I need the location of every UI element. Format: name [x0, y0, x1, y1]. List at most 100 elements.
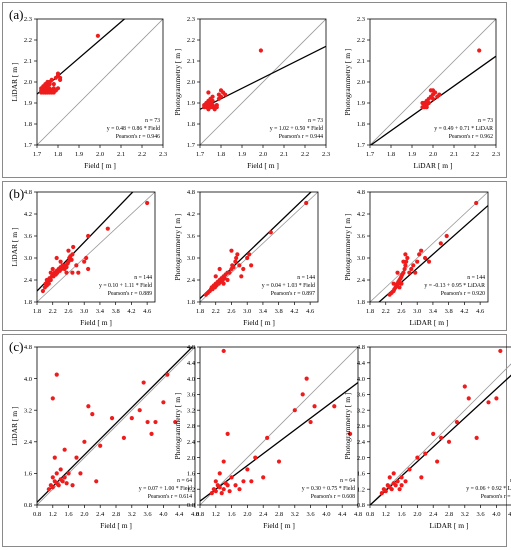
x-tick-label: 1.8 [33, 308, 41, 315]
data-point [145, 200, 150, 206]
x-tick-label: 2.4 [96, 511, 105, 518]
data-point [241, 266, 246, 272]
data-point [221, 281, 226, 286]
stats-annotation: Pearson's r = 0.608 [311, 494, 355, 500]
data-point [399, 475, 404, 480]
x-tick-label: 1.6 [398, 511, 407, 518]
y-tick-label: 2.2 [357, 37, 365, 44]
data-point [239, 274, 244, 279]
x-tick-label: 3.2 [128, 511, 136, 518]
stats-annotation: y = 0.48 + 0.86 * Field [107, 126, 160, 132]
data-point [393, 483, 398, 488]
data-point [206, 90, 211, 95]
x-tick-label: 2.0 [80, 511, 88, 518]
y-axis-label: LiDAR [ m ] [10, 407, 19, 446]
plot-frame [199, 191, 319, 303]
data-point [395, 479, 400, 484]
data-point [213, 479, 218, 484]
x-tick-label: 1.6 [228, 511, 237, 518]
stats-annotation: y = 0.04 + 1.03 * Field [262, 283, 315, 289]
x-tick-label: 1.8 [54, 151, 62, 158]
x-tick-label: 4.2 [460, 308, 468, 315]
regression-line [37, 19, 126, 95]
stats-annotation: y = 0.30 + 0.75 * Field [302, 486, 355, 492]
x-tick-label: 1.9 [408, 151, 416, 158]
data-point [50, 266, 55, 272]
data-point [494, 396, 499, 401]
data-point [312, 404, 317, 409]
stats-annotation: n = 73 [145, 118, 160, 124]
panel-row-c: (c) [2, 334, 507, 547]
y-tick-label: 2.4 [24, 439, 33, 446]
x-tick-label: 3.6 [144, 511, 153, 518]
data-point [216, 96, 221, 101]
y-axis-label: Photogrammetry [ m ] [343, 393, 352, 460]
x-tick-label: 2.1 [450, 151, 458, 158]
one-to-one-line [370, 363, 511, 505]
data-point [70, 252, 75, 257]
y-tick-label: 2.0 [357, 79, 365, 86]
y-tick-label: 3.6 [357, 392, 366, 399]
y-tick-label: 3.6 [187, 233, 196, 240]
data-point [498, 348, 503, 354]
x-tick-label: 2.1 [117, 151, 125, 158]
data-point [233, 483, 238, 488]
y-tick-label: 1.9 [187, 100, 195, 107]
stats-annotation: Pearson's r = 0.889 [108, 291, 152, 297]
x-tick-label: 3.4 [259, 308, 268, 315]
x-tick-label: 3.4 [96, 308, 105, 315]
data-point [405, 255, 410, 261]
y-axis-label: LiDAR [ m ] [10, 228, 19, 267]
y-tick-label: 1.2 [357, 486, 365, 493]
data-point [109, 416, 115, 421]
data-point [444, 233, 449, 239]
data-point [217, 471, 222, 476]
x-tick-label: 2.8 [445, 511, 453, 518]
y-tick-label: 4.0 [187, 376, 195, 383]
y-tick-label: 1.8 [357, 299, 365, 306]
y-tick-label: 3.6 [24, 233, 33, 240]
x-tick-label: 2.8 [275, 511, 283, 518]
x-tick-label: 2.3 [492, 151, 500, 158]
y-tick-label: 4.8 [357, 189, 365, 196]
data-point [389, 487, 394, 492]
data-point [45, 90, 50, 95]
data-point [422, 255, 428, 261]
data-point [98, 443, 103, 448]
stats-annotation: Pearson's r = 0.962 [449, 134, 493, 140]
x-tick-label: 2.2 [471, 151, 479, 158]
data-point [86, 233, 91, 239]
x-tick-label: 2.2 [49, 308, 57, 315]
data-point [439, 435, 444, 440]
y-tick-label: 2.4 [187, 439, 196, 446]
panel-row-b: (b) [2, 181, 507, 331]
data-point [69, 257, 74, 262]
data-point [141, 380, 146, 385]
plot-frame [369, 346, 511, 506]
stats-annotation: y = 0.07 + 1.00 * Field [139, 486, 192, 492]
data-point [64, 270, 69, 275]
x-tick-label: 4.8 [354, 511, 362, 518]
data-point [210, 98, 215, 103]
data-point [55, 86, 61, 91]
data-point [62, 475, 67, 480]
x-tick-label: 2.2 [212, 308, 220, 315]
y-tick-label: 1.6 [187, 471, 196, 478]
data-point [94, 479, 99, 484]
data-point [202, 103, 207, 108]
data-point [221, 487, 226, 492]
x-tick-label: 4.2 [290, 308, 298, 315]
data-point [74, 263, 79, 268]
data-point [222, 276, 227, 281]
data-point [105, 226, 110, 231]
y-tick-label: 4.8 [24, 344, 32, 351]
data-point [229, 475, 234, 480]
data-point [214, 105, 219, 110]
data-point [90, 412, 95, 417]
x-axis-label: Field [ m ] [243, 318, 275, 327]
x-tick-label: 3.0 [80, 308, 88, 315]
x-axis-label: LiDAR [ m ] [414, 161, 453, 170]
data-point [292, 408, 297, 413]
y-tick-label: 1.6 [357, 471, 366, 478]
y-tick-label: 3.2 [357, 407, 365, 414]
